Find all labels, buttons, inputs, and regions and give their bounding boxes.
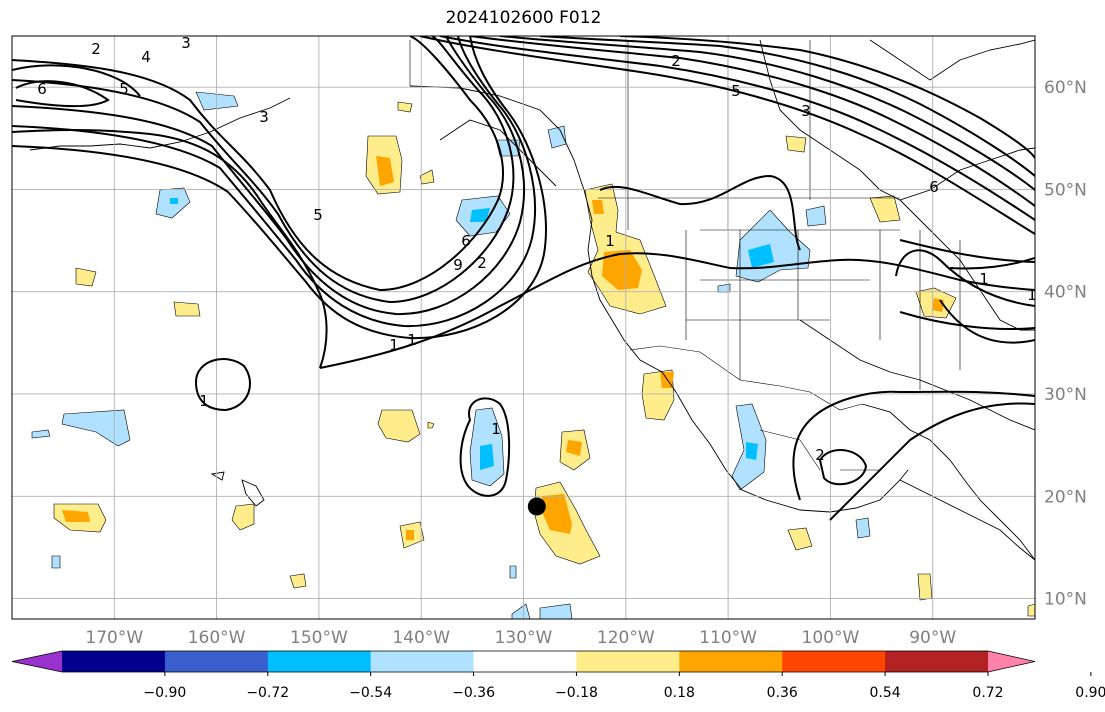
- lon-tick-label: 110°W: [699, 628, 757, 648]
- lon-tick-label: 100°W: [802, 628, 860, 648]
- contour-label: 2: [477, 254, 487, 272]
- contour-label: 5: [313, 206, 323, 224]
- contour-label: 1: [491, 420, 501, 438]
- political-borders: [409, 40, 961, 471]
- colorbar-tick-label: 0.90: [1075, 685, 1105, 701]
- colorbar-extend-min: [12, 651, 62, 672]
- colorbar-tick-label: 0.54: [870, 685, 901, 701]
- colorbar-outline: [11, 650, 1036, 673]
- map-title: 2024102600 F012: [445, 8, 602, 28]
- colorbar-segment: [679, 651, 783, 672]
- contour-label: 2: [671, 52, 681, 70]
- location-marker: [527, 497, 546, 516]
- contour-label: 5: [119, 80, 129, 98]
- map-frame: [11, 35, 1036, 620]
- contour-label: 6: [929, 178, 939, 196]
- lon-tick-label: 160°W: [188, 628, 246, 648]
- lon-tick-label: 140°W: [392, 628, 450, 648]
- colorbar-tick-label: −0.72: [246, 685, 289, 701]
- colorbar-tick-label: −0.36: [452, 685, 495, 701]
- colorbar-tick-label: −0.54: [349, 685, 392, 701]
- colorbar-tick-label: 0.36: [767, 685, 798, 701]
- colorbar-tick-label: −0.90: [143, 685, 186, 701]
- colorbar-tick-labels: −0.90 −0.72 −0.54 −0.36 −0.18 0.18 0.36 0.54 0.7…: [143, 672, 1105, 701]
- contour-label: 1: [605, 232, 615, 250]
- contour-label: 6: [461, 232, 471, 250]
- colorbar-tick-label: 0.18: [664, 685, 695, 701]
- lon-tick-label: 130°W: [495, 628, 553, 648]
- colorbar-segment: [267, 651, 372, 672]
- colorbar-tick-label: 0.72: [972, 685, 1003, 701]
- colorbar-segment: [576, 651, 680, 672]
- lon-tick-label: 120°W: [597, 628, 655, 648]
- contour-label: 6: [37, 80, 47, 98]
- coastlines: [29, 39, 1035, 561]
- lat-tick-label: 50°N: [1044, 180, 1087, 200]
- lat-tick-label: 20°N: [1044, 487, 1087, 507]
- contour-label: 1: [407, 331, 417, 349]
- contour-label: 1: [979, 270, 989, 288]
- colorbar-tick-label: −0.18: [555, 685, 598, 701]
- contour-label: 4: [141, 48, 151, 66]
- colorbar: [11, 650, 1036, 673]
- lat-tick-label: 60°N: [1044, 78, 1087, 98]
- lon-tick-label: 170°W: [85, 628, 143, 648]
- contour-label: 1: [389, 336, 399, 354]
- contour-label: 3: [801, 102, 811, 120]
- lat-tick-label: 40°N: [1044, 283, 1087, 303]
- contour-label: 3: [181, 34, 191, 52]
- colorbar-segment: [370, 651, 475, 672]
- lat-tick-label: 30°N: [1044, 385, 1087, 405]
- lon-tick-label: 150°W: [290, 628, 348, 648]
- longitude-tick-labels: 170°W 160°W 150°W 140°W 130°W 120°W 110°W 100°W…: [85, 628, 956, 648]
- contour-label: 1: [199, 392, 209, 410]
- colorbar-segment: [62, 651, 166, 672]
- lon-tick-label: 90°W: [909, 628, 956, 648]
- colorbar-segment: [473, 651, 577, 672]
- grid-lines: [12, 36, 1035, 619]
- colorbar-segment: [164, 651, 269, 672]
- lat-tick-label: 10°N: [1044, 590, 1087, 610]
- contour-lines: [12, 36, 1035, 521]
- contour-label: 2: [91, 40, 101, 58]
- colorbar-segment: [885, 651, 989, 672]
- contour-label: 3: [259, 108, 269, 126]
- contour-label: 1: [1027, 286, 1037, 304]
- contour-label: 5: [731, 82, 741, 100]
- contour-label: 2: [815, 446, 825, 464]
- map-canvas: [12, 36, 1035, 619]
- colorbar-extend-max: [988, 651, 1035, 672]
- colorbar-segment: [782, 651, 886, 672]
- contour-label: 9: [453, 256, 463, 274]
- latitude-tick-labels: 60°N 50°N 40°N 30°N 20°N 10°N: [1044, 78, 1087, 609]
